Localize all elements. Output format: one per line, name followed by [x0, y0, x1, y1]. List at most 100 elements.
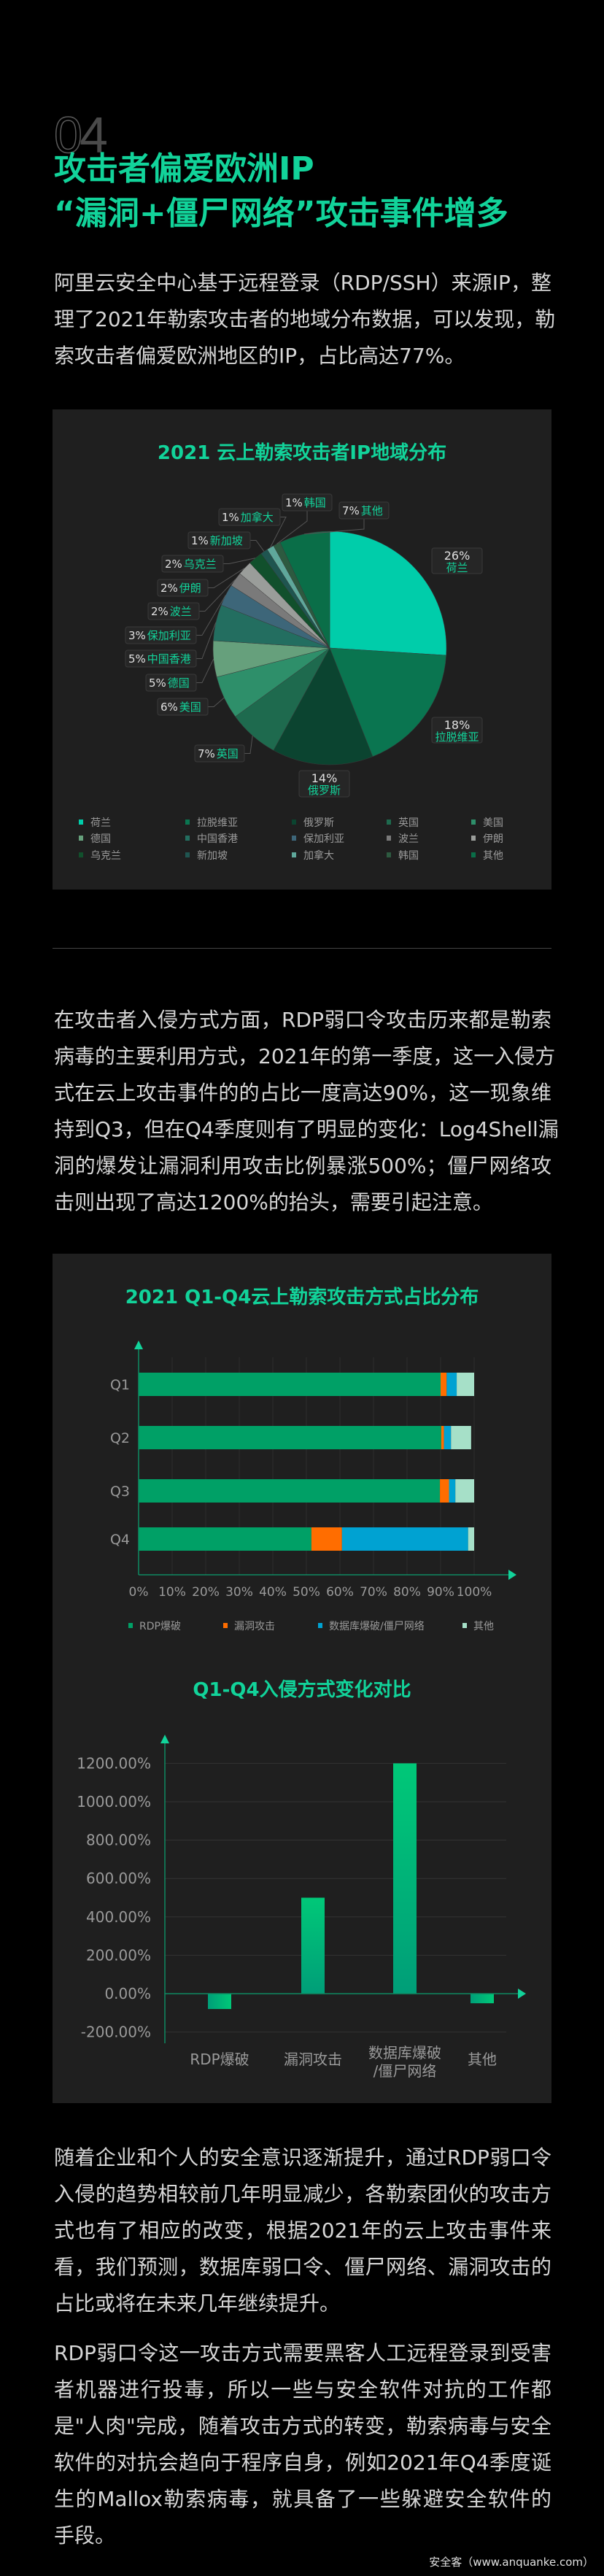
- paragraph-line: 理了2021年勒索攻击者的地域分布数据，可以发现，勒: [54, 307, 556, 331]
- pie-label: 1% 加拿大: [222, 511, 274, 524]
- axis-arrow-right-icon: [508, 1570, 516, 1580]
- stacked-bar-chart-title: 2021 Q1-Q4云上勒索攻击方式占比分布: [125, 1286, 479, 1308]
- legend-label: 乌克兰: [90, 850, 121, 862]
- legend-label: 俄罗斯: [303, 817, 334, 829]
- pie-label-name: 俄罗斯: [308, 784, 341, 797]
- paragraph-line: 式在云上攻击事件的的占比一度高达90%，这一现象维: [54, 1081, 551, 1105]
- category-label: 漏洞攻击: [284, 2051, 342, 2068]
- category-label: /僵尸网络: [373, 2062, 437, 2080]
- legend-swatch: [292, 820, 296, 825]
- pie-label-box: [125, 649, 197, 668]
- stacked-bar-chart: Q1 Q2 Q3 Q4 0% 10% 20% 30% 40% 50% 60% 70% 80% 90% 100…: [110, 1341, 516, 1632]
- pie-leader-line: [223, 558, 256, 564]
- pie-label-box: [187, 531, 251, 549]
- legend-label: 加拿大: [303, 849, 334, 862]
- section-number-four: 4: [79, 107, 108, 163]
- pie-label-value: 1%: [222, 511, 239, 524]
- legend-swatch: [471, 852, 476, 857]
- bar-segment: [451, 1426, 471, 1449]
- legend-label: 其他: [483, 850, 503, 862]
- pie-label-value: 2%: [165, 558, 182, 571]
- y-tick-label: 1000.00%: [77, 1793, 151, 1810]
- pie-leader-line: [304, 519, 365, 535]
- pie-label: 5% 中国香港: [128, 652, 191, 666]
- pie-label-value: 1%: [285, 496, 303, 509]
- bar-segment: [455, 1479, 474, 1503]
- x-tick-label: 50%: [293, 1585, 320, 1600]
- y-tick-label: 200.00%: [86, 1946, 151, 1964]
- paragraph-line: 生的Mallox勒索病毒，就具备了一些躲避安全软件的: [54, 2487, 551, 2511]
- paragraph-1: 阿里云安全中心基于远程登录（RDP/SSH）来源IP，整 理了2021年勒索攻击者…: [54, 265, 556, 374]
- paragraph-line: 持到Q3，但在Q4季度则有了明显的变化：Log4Shell漏: [54, 1117, 559, 1141]
- legend-label: 英国: [398, 817, 419, 829]
- legend-swatch: [79, 852, 83, 857]
- x-tick-label: 100%: [457, 1585, 492, 1600]
- section-number-zero: 0: [53, 107, 82, 163]
- pie-label-value: 5%: [128, 652, 146, 666]
- legend-swatch: [79, 836, 83, 841]
- pie-label-box: [338, 501, 390, 520]
- x-tick-label: 0%: [129, 1585, 149, 1600]
- bar-segment: [139, 1426, 441, 1449]
- axis-arrow-right-icon: [518, 1989, 526, 1999]
- legend-label: RDP爆破: [139, 1621, 181, 1632]
- pie-label: 2% 伊朗: [160, 582, 201, 595]
- section-title: 攻击者偏爱欧洲IP “漏洞+僵尸网络”攻击事件增多: [54, 147, 508, 236]
- paragraph-line: 手段。: [54, 2523, 116, 2548]
- pie-label-box: [147, 602, 200, 620]
- legend-label: 荷兰: [90, 817, 111, 829]
- paragraph-line: 病毒的主要利用方式，2021年的第一季度，这一入侵方: [54, 1044, 556, 1068]
- category-label: Q4: [110, 1532, 130, 1548]
- paragraph-line: 软件的对抗会趋向于程序自身，例如2021年Q4季度诞: [54, 2450, 551, 2475]
- pie-label: 7% 英国: [198, 747, 239, 760]
- legend-swatch: [318, 1623, 322, 1628]
- pie-chart-title: 2021 云上勒索攻击者IP地域分布: [158, 442, 446, 464]
- pie-label-value: 26%: [444, 549, 471, 563]
- pie-label-box: [431, 547, 483, 574]
- pie-label-box: [431, 717, 483, 744]
- pie-label-box: [194, 744, 245, 763]
- bar-segment: [139, 1479, 441, 1503]
- paragraph-line: 式也有了相应的改变，根据2021年的云上攻击事件来: [54, 2218, 551, 2243]
- paragraph-3: 随着企业和个人的安全意识逐渐提升，通过RDP弱口令 入侵的趋势相较前几年明显减少，…: [54, 2140, 551, 2322]
- bar: [471, 1994, 494, 2004]
- legend-swatch: [223, 1623, 228, 1628]
- section-number: 04: [53, 107, 108, 163]
- y-tick-label: 0.00%: [104, 1985, 151, 2002]
- pie-label-box: [218, 508, 281, 526]
- pie-label: 5% 德国: [149, 676, 190, 690]
- divider: [53, 948, 551, 949]
- bar-segment: [457, 1373, 474, 1396]
- pie-leader-line: [270, 517, 287, 548]
- bar-segment: [139, 1373, 441, 1396]
- pie-label-value: 7%: [342, 504, 360, 517]
- pie-label-name: 保加利亚: [147, 629, 191, 642]
- pie-label-box: [157, 579, 209, 597]
- paragraph-line: 击则出现了高达1200%的抬头，需要引起注意。: [54, 1190, 493, 1214]
- pie-leader-line: [244, 735, 253, 754]
- pie-label-box: [145, 674, 197, 692]
- pie-label: 2% 波兰: [151, 605, 192, 618]
- legend-label: 中国香港: [197, 833, 238, 845]
- bar-segment: [444, 1426, 452, 1449]
- pie-label: 1% 新加坡: [191, 534, 243, 547]
- pie-label-value: 2%: [151, 605, 169, 618]
- section-title-line-2: “漏洞+僵尸网络”攻击事件增多: [54, 195, 508, 232]
- watermark: 安全客（www.anquanke.com）: [429, 2556, 594, 2569]
- pie-slice: [329, 647, 446, 757]
- bar-segment: [468, 1527, 474, 1551]
- pie-label-value: 18%: [444, 718, 471, 732]
- legend-swatch: [292, 852, 296, 857]
- change-bar-chart-title: Q1-Q4入侵方式变化对比: [193, 1678, 411, 1701]
- category-label: Q2: [110, 1430, 130, 1446]
- legend-label: 伊朗: [483, 833, 503, 845]
- legend-label: 其他: [473, 1621, 494, 1632]
- x-tick-label: 80%: [393, 1585, 421, 1600]
- pie-label-box: [282, 493, 333, 512]
- legend-swatch: [128, 1623, 133, 1628]
- y-tick-label: 600.00%: [86, 1870, 151, 1887]
- legend-label: 漏洞攻击: [234, 1621, 275, 1632]
- paragraph-line: 阿里云安全中心基于远程登录（RDP/SSH）来源IP，整: [54, 271, 551, 295]
- x-tick-label: 70%: [360, 1585, 387, 1600]
- y-tick-label: 800.00%: [86, 1832, 151, 1849]
